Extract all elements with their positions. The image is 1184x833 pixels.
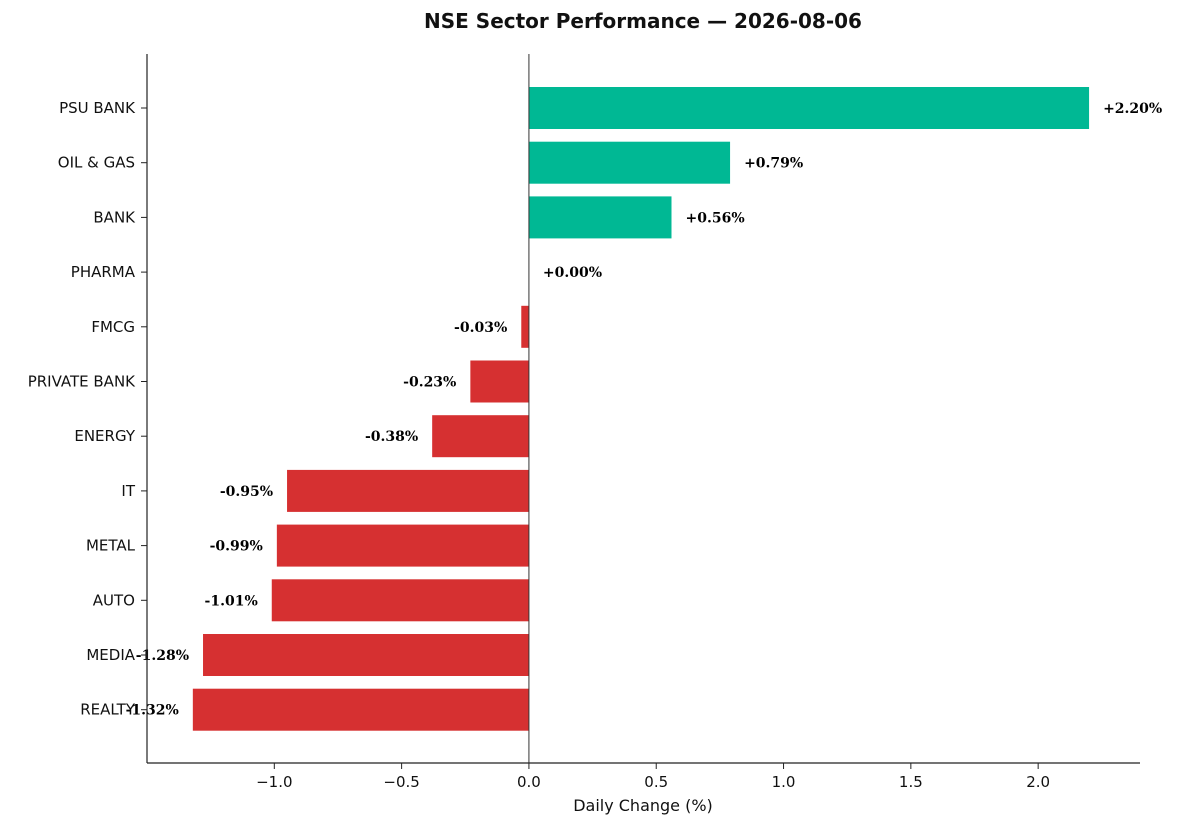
x-tick-label-5: 1.5 bbox=[899, 773, 923, 791]
y-tick-label-media: MEDIA bbox=[86, 646, 135, 664]
value-label-pharma: +0.00% bbox=[543, 265, 602, 281]
bar-metal bbox=[276, 524, 529, 567]
bar-fmcg bbox=[521, 305, 529, 348]
y-tick-label-psu-bank: PSU BANK bbox=[59, 99, 136, 117]
bar-it bbox=[287, 469, 529, 512]
bar-psu-bank bbox=[528, 87, 1090, 129]
y-tick-label-oil-gas: OIL & GAS bbox=[58, 154, 135, 172]
value-label-auto: -1.01% bbox=[205, 593, 258, 609]
value-label-energy: -0.38% bbox=[365, 429, 418, 445]
bar-realty bbox=[192, 688, 529, 731]
value-label-psu-bank: +2.20% bbox=[1103, 101, 1162, 117]
y-tick-label-it: IT bbox=[121, 482, 135, 500]
y-tick-label-pharma: PHARMA bbox=[71, 263, 136, 281]
x-tick-label-6: 2.0 bbox=[1026, 773, 1050, 791]
x-tick-label-2: 0.0 bbox=[517, 773, 541, 791]
value-label-it: -0.95% bbox=[220, 484, 273, 500]
bars-group bbox=[192, 87, 1090, 731]
y-tick-label-metal: METAL bbox=[86, 537, 136, 555]
value-label-media: -1.28% bbox=[136, 648, 189, 664]
x-axis-ticks: −1.0 −0.5 0.0 0.5 1.0 1.5 2.0 bbox=[256, 763, 1050, 791]
chart-title: NSE Sector Performance — 2026-08-06 bbox=[424, 9, 862, 33]
value-label-oil-gas: +0.79% bbox=[744, 156, 803, 172]
x-tick-label-3: 0.5 bbox=[644, 773, 668, 791]
y-tick-label-fmcg: FMCG bbox=[91, 318, 135, 336]
bar-media bbox=[203, 634, 529, 676]
y-tick-label-bank: BANK bbox=[93, 208, 136, 226]
value-label-realty: -1.32% bbox=[126, 703, 179, 719]
value-label-metal: -0.99% bbox=[210, 539, 263, 555]
x-tick-label-4: 1.0 bbox=[772, 773, 796, 791]
value-label-fmcg: -0.03% bbox=[454, 320, 507, 336]
value-labels-group: +2.20% +0.79% +0.56% +0.00% -0.03% -0.23% -0.3… bbox=[126, 101, 1163, 719]
bar-oil-gas bbox=[528, 141, 731, 184]
bar-energy bbox=[432, 415, 529, 458]
x-tick-label-1: −0.5 bbox=[383, 773, 419, 791]
bar-auto bbox=[271, 579, 529, 622]
y-tick-label-realty: REALTY bbox=[80, 701, 136, 719]
value-label-private-bank: -0.23% bbox=[403, 375, 456, 391]
bar-bank bbox=[528, 196, 672, 239]
y-tick-label-auto: AUTO bbox=[93, 591, 135, 609]
y-axis-ticks: PSU BANK OIL & GAS BANK PHARMA FMCG PRIVATE B… bbox=[28, 99, 147, 719]
x-axis-label: Daily Change (%) bbox=[573, 796, 713, 815]
x-tick-label-0: −1.0 bbox=[256, 773, 292, 791]
y-tick-label-private-bank: PRIVATE BANK bbox=[28, 373, 136, 391]
value-label-bank: +0.56% bbox=[686, 210, 745, 226]
bar-private-bank bbox=[470, 360, 529, 403]
y-tick-label-energy: ENERGY bbox=[74, 427, 135, 445]
